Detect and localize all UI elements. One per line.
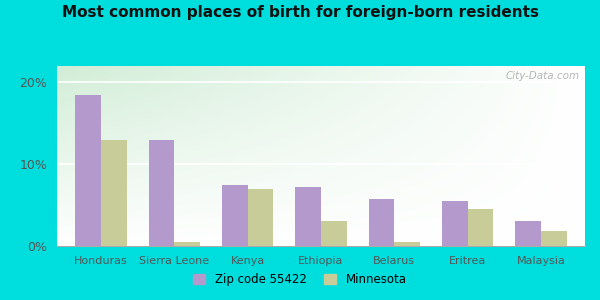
Text: City-Data.com: City-Data.com xyxy=(506,71,580,81)
Legend: Zip code 55422, Minnesota: Zip code 55422, Minnesota xyxy=(189,269,411,291)
Bar xyxy=(149,140,175,246)
Bar xyxy=(541,231,566,246)
Bar xyxy=(321,221,347,246)
Bar xyxy=(76,94,101,246)
Text: Most common places of birth for foreign-born residents: Most common places of birth for foreign-… xyxy=(62,4,539,20)
Bar xyxy=(442,201,467,246)
Bar xyxy=(175,242,200,246)
Bar xyxy=(515,221,541,246)
Bar xyxy=(368,199,394,246)
Bar xyxy=(467,209,493,246)
Bar xyxy=(101,140,127,246)
Bar xyxy=(248,189,274,246)
Bar xyxy=(222,184,248,246)
Bar xyxy=(394,242,420,246)
Bar xyxy=(295,187,321,246)
